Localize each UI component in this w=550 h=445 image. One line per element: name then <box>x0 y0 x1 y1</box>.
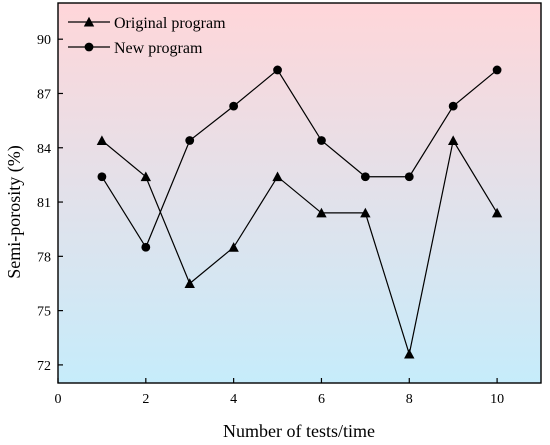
new-program-point <box>492 65 502 75</box>
x-tick-label: 8 <box>406 392 413 407</box>
y-tick-label: 84 <box>37 142 51 157</box>
legend-original-program-label: Original program <box>114 15 226 32</box>
new-program-point <box>360 172 370 182</box>
x-tick-label: 2 <box>142 392 149 407</box>
legend-original-program-marker <box>83 16 95 27</box>
original-program-line <box>101 138 498 355</box>
plot-area <box>57 2 542 384</box>
new-program-point <box>97 172 107 182</box>
x-tick-label: 4 <box>230 392 237 407</box>
new-program-point <box>185 136 195 145</box>
original-program-point <box>447 135 459 145</box>
original-program-point <box>228 242 239 252</box>
original-program-point <box>96 135 108 145</box>
y-tick-label: 75 <box>37 305 51 320</box>
y-axis-label: Semi-porosity (%) <box>4 145 25 278</box>
original-program-point <box>316 207 327 218</box>
original-program-point <box>491 207 503 218</box>
x-axis-label: Number of tests/time <box>223 421 375 441</box>
y-tick-label: 78 <box>37 250 51 265</box>
x-tick-label: 10 <box>490 392 504 407</box>
x-tick-label: 0 <box>55 392 62 407</box>
original-program-point <box>404 348 415 359</box>
original-program-point <box>184 278 195 288</box>
new-program-point <box>448 101 458 111</box>
legend-new-program-label: New program <box>114 40 203 57</box>
y-tick-label: 87 <box>37 87 51 102</box>
new-program-point <box>273 65 282 75</box>
new-program-point <box>404 172 414 182</box>
new-program-line <box>101 69 498 249</box>
new-program-point <box>229 101 239 111</box>
y-tick-label: 90 <box>37 33 51 48</box>
y-tick-label: 72 <box>37 359 51 374</box>
y-tick-label: 81 <box>37 196 51 211</box>
original-program-point <box>140 171 152 182</box>
new-program-point <box>141 242 151 252</box>
new-program-point <box>317 136 326 145</box>
original-program-point <box>272 171 283 182</box>
legend-new-program-marker <box>84 42 94 52</box>
original-program-point <box>360 207 371 218</box>
x-tick-label: 6 <box>318 392 325 407</box>
